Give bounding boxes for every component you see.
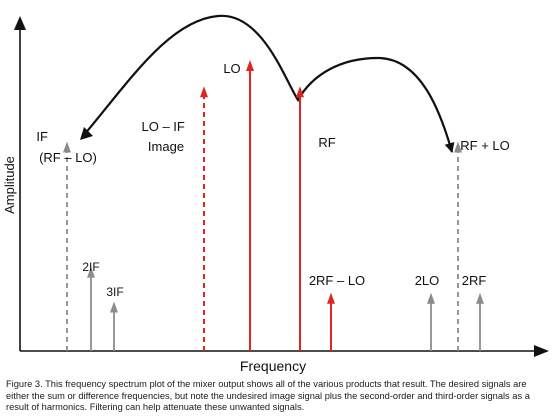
axes: Amplitude Frequency <box>2 16 549 374</box>
3if-label: 3IF <box>106 285 123 299</box>
difference-sum-curve <box>83 14 455 153</box>
image-label-line-2: Image <box>148 139 184 154</box>
signal-rf <box>296 86 304 351</box>
difference-arrowhead <box>80 127 93 140</box>
2if-label: 2IF <box>82 260 99 274</box>
signal-2lo-arrowhead <box>427 292 435 304</box>
image-label: LO – IF Image <box>142 119 189 154</box>
signal-2rf-lo-arrowhead <box>327 292 335 304</box>
signal-image <box>200 86 208 351</box>
2lo-label: 2LO <box>415 273 440 288</box>
rf-plus-lo-label: RF + LO <box>460 138 510 153</box>
2rf-label: 2RF <box>462 273 487 288</box>
if-label-line-2: (RF – LO) <box>39 150 97 165</box>
y-axis-arrowhead <box>14 16 26 30</box>
signal-arrows <box>63 60 484 351</box>
signal-rf+lo <box>454 141 462 351</box>
signal-lo <box>246 60 254 351</box>
signal-2if-arrowhead <box>87 266 95 278</box>
rf-label: RF <box>318 135 335 150</box>
2rf-lo-label: 2RF – LO <box>309 273 365 288</box>
signal-rf-arrowhead <box>296 86 304 98</box>
lo-label: LO <box>223 61 240 76</box>
x-axis-label: Frequency <box>240 358 306 374</box>
image-label-line-1: LO – IF <box>142 119 185 134</box>
x-axis-arrowhead <box>534 345 549 357</box>
signal-2rf <box>476 292 484 351</box>
signal-3if <box>110 301 118 351</box>
signal-2if <box>87 266 95 351</box>
signal-if <box>63 141 71 351</box>
signal-rf+lo-arrowhead <box>454 141 462 153</box>
signal-2rf-arrowhead <box>476 292 484 304</box>
signal-2rf-lo <box>327 292 335 351</box>
signal-if-arrowhead <box>63 141 71 153</box>
signal-2lo <box>427 292 435 351</box>
signal-lo-arrowhead <box>246 60 254 71</box>
if-label: IF (RF – LO) <box>36 129 96 165</box>
signal-labels: IF (RF – LO) 2IF 3IF LO – IF Image LO RF… <box>36 61 509 299</box>
if-label-line-1: IF <box>36 129 48 144</box>
figure-caption: Figure 3. This frequency spectrum plot o… <box>6 379 530 413</box>
signal-3if-arrowhead <box>110 301 118 313</box>
y-axis-label: Amplitude <box>2 156 17 214</box>
signal-image-arrowhead <box>200 86 208 98</box>
